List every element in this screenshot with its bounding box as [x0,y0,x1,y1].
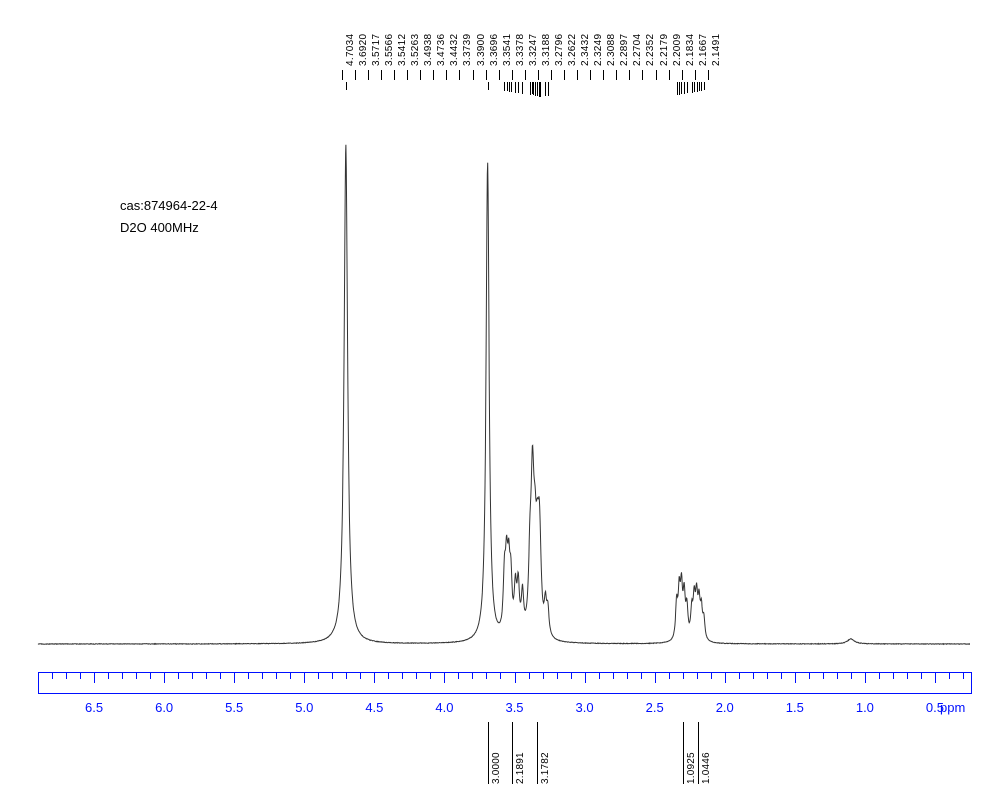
axis-tick-major [655,673,656,683]
axis-tick-minor [430,673,431,679]
axis-tick-minor [192,673,193,679]
axis-tick-major [515,673,516,683]
axis-tick-minor [402,673,403,679]
axis-tick-minor [318,673,319,679]
axis-tick-minor [66,673,67,679]
axis-tick-label: 2.0 [716,700,734,715]
integral-guide [512,722,513,784]
axis-tick-minor [52,673,53,679]
axis-tick-minor [921,673,922,679]
axis-tick-minor [823,673,824,679]
axis-unit-label: ppm [940,700,965,715]
axis-tick-minor [486,673,487,679]
axis-tick-minor [599,673,600,679]
axis-tick-label: 1.0 [856,700,874,715]
axis-tick-minor [627,673,628,679]
axis-tick-minor [641,673,642,679]
axis-tick-minor [949,673,950,679]
integral-value: 2.1891 [515,752,526,784]
axis-tick-major [935,673,936,683]
axis-tick-minor [248,673,249,679]
axis-tick-minor [893,673,894,679]
axis-tick-major [94,673,95,683]
axis-tick-minor [80,673,81,679]
spectrum-path [38,145,970,645]
axis-tick-minor [360,673,361,679]
axis-tick-minor [206,673,207,679]
axis-tick-minor [38,673,39,679]
axis-tick-minor [697,673,698,679]
axis-tick-major [725,673,726,683]
axis-tick-minor [472,673,473,679]
axis-tick-major [164,673,165,683]
axis-tick-minor [388,673,389,679]
axis-tick-minor [290,673,291,679]
integral-guide [698,722,699,784]
axis-tick-minor [220,673,221,679]
axis-tick-minor [851,673,852,679]
axis-tick-minor [711,673,712,679]
axis-tick-minor [500,673,501,679]
axis-tick-minor [276,673,277,679]
axis-tick-minor [529,673,530,679]
nmr-spectrum-canvas: cas:874964-22-4 D2O 400MHz 4.70343.69203… [0,0,997,797]
integral-guide [683,722,684,784]
axis-tick-minor [150,673,151,679]
axis-tick-minor [669,673,670,679]
axis-tick-minor [108,673,109,679]
axis-tick-minor [543,673,544,679]
axis-tick-minor [346,673,347,679]
axis-tick-minor [683,673,684,679]
axis-tick-label: 3.0 [576,700,594,715]
integral-guide [488,722,489,784]
axis-tick-minor [332,673,333,679]
axis-tick-label: 3.5 [505,700,523,715]
axis-tick-label: 4.0 [435,700,453,715]
axis-tick-minor [907,673,908,679]
axis-tick-minor [837,673,838,679]
axis-tick-minor [571,673,572,679]
axis-tick-minor [458,673,459,679]
axis-tick-minor [262,673,263,679]
axis-tick-minor [416,673,417,679]
integral-value: 1.0925 [686,752,697,784]
axis-tick-minor [178,673,179,679]
axis-tick-minor [136,673,137,679]
axis-tick-major [234,673,235,683]
axis-tick-minor [613,673,614,679]
integral-value: 3.0000 [491,752,502,784]
axis-tick-major [374,673,375,683]
axis-tick-major [444,673,445,683]
axis-tick-minor [557,673,558,679]
integral-value: 3.1782 [540,752,551,784]
axis-tick-minor [781,673,782,679]
axis-tick-minor [879,673,880,679]
axis-tick-minor [767,673,768,679]
axis-tick-label: 2.5 [646,700,664,715]
axis-tick-major [304,673,305,683]
integral-guide [537,722,538,784]
axis-tick-minor [122,673,123,679]
axis-tick-minor [753,673,754,679]
axis-tick-label: 4.5 [365,700,383,715]
axis-tick-minor [963,673,964,679]
axis-tick-label: 6.0 [155,700,173,715]
axis-tick-label: 5.0 [295,700,313,715]
axis-tick-minor [739,673,740,679]
axis-tick-major [585,673,586,683]
axis-tick-major [865,673,866,683]
axis-tick-major [795,673,796,683]
axis-tick-label: 1.5 [786,700,804,715]
axis-tick-label: 6.5 [85,700,103,715]
integral-value: 1.0446 [701,752,712,784]
axis-tick-label: 5.5 [225,700,243,715]
axis-tick-minor [809,673,810,679]
